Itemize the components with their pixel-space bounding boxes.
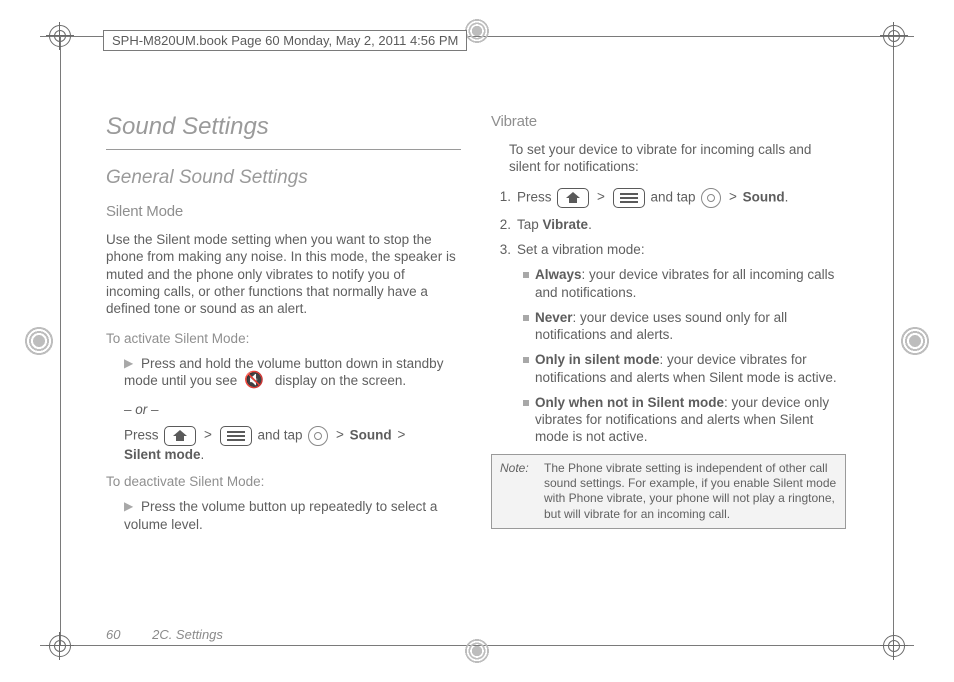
- menu-icon: [613, 188, 645, 208]
- crop-mark-bottom: [457, 631, 496, 670]
- crop-mark-tl: [46, 22, 74, 50]
- vibrate-heading: Vibrate: [491, 112, 846, 131]
- activate-label: To activate Silent Mode:: [106, 330, 461, 347]
- crop-mark-br: [880, 632, 908, 660]
- step-num-3: 3.: [491, 241, 511, 258]
- crop-mark-left: [16, 318, 62, 364]
- option-only-silent: Only in silent mode: your device vibrate…: [517, 351, 846, 386]
- gt-sep: >: [336, 427, 344, 442]
- gt-sep: >: [204, 427, 212, 442]
- content-area: Sound Settings General Sound Settings Si…: [106, 112, 848, 582]
- step-1: 1. Press > and tap > Sound.: [491, 188, 846, 208]
- step-3: 3. Set a vibration mode:: [491, 241, 846, 258]
- press-text: Press: [124, 427, 162, 442]
- vibrate-description: To set your device to vibrate for incomi…: [491, 141, 846, 176]
- option-never: Never: your device uses sound only for a…: [517, 309, 846, 344]
- and-tap-text: and tap: [257, 427, 306, 442]
- subsection-title: General Sound Settings: [106, 166, 461, 190]
- step-2: 2. Tap Vibrate.: [491, 216, 846, 233]
- note-box: Note: The Phone vibrate setting is indep…: [491, 454, 846, 529]
- sound-label: Sound: [743, 189, 785, 204]
- crop-mark-tr: [880, 22, 908, 50]
- bullet-square-icon: [523, 357, 529, 363]
- note-label: Note:: [500, 461, 536, 522]
- speaker-mute-icon: [244, 373, 268, 391]
- home-icon: [164, 426, 196, 446]
- section-title: Sound Settings: [106, 112, 461, 143]
- deactivate-label: To deactivate Silent Mode:: [106, 473, 461, 490]
- vibrate-label: Vibrate: [543, 217, 589, 232]
- always-label: Always: [535, 267, 582, 282]
- step-1a-text: Press: [517, 189, 555, 204]
- activate-step-1: ▶ Press and hold the volume button down …: [106, 355, 461, 391]
- settings-icon: [701, 188, 721, 208]
- only-not-label: Only when not in Silent mode: [535, 395, 724, 410]
- crop-mark-bl: [46, 632, 74, 660]
- display-tail-text: display on the screen.: [275, 373, 406, 388]
- gt-sep: >: [397, 427, 405, 442]
- deactivate-step: ▶ Press the volume button up repeatedly …: [106, 498, 461, 533]
- left-column: Sound Settings General Sound Settings Si…: [106, 112, 461, 582]
- step-1b-text: and tap: [650, 189, 699, 204]
- crop-mark-right: [892, 318, 938, 364]
- menu-icon: [220, 426, 252, 446]
- bullet-square-icon: [523, 400, 529, 406]
- silent-mode-label: Silent mode: [124, 447, 201, 462]
- step-2-text: Tap: [517, 217, 543, 232]
- only-silent-label: Only in silent mode: [535, 352, 660, 367]
- right-column: Vibrate To set your device to vibrate fo…: [491, 112, 846, 582]
- title-rule: [106, 149, 461, 150]
- header-box: SPH-M820UM.book Page 60 Monday, May 2, 2…: [103, 30, 467, 51]
- page-footer: 60 2C. Settings: [106, 627, 223, 642]
- home-icon: [557, 188, 589, 208]
- settings-icon: [308, 426, 328, 446]
- bullet-arrow-icon: ▶: [124, 499, 133, 514]
- or-text: – or –: [124, 401, 461, 418]
- section-label: 2C. Settings: [152, 627, 223, 642]
- step-3-text: Set a vibration mode:: [517, 241, 645, 258]
- option-always: Always: your device vibrates for all inc…: [517, 266, 846, 301]
- gt-sep: >: [597, 189, 605, 204]
- gt-sep: >: [729, 189, 737, 204]
- step-num-2: 2.: [491, 216, 511, 233]
- press-vol-up-text: Press the volume button up repeatedly to…: [124, 499, 437, 531]
- activate-step-2: Press > and tap > Sound > Silent mode.: [106, 426, 461, 463]
- sound-label: Sound: [350, 427, 392, 442]
- never-label: Never: [535, 310, 573, 325]
- never-text: : your device uses sound only for all no…: [535, 310, 787, 342]
- step-num-1: 1.: [491, 188, 511, 208]
- page-number: 60: [106, 627, 120, 642]
- silent-mode-heading: Silent Mode: [106, 202, 461, 221]
- note-text: The Phone vibrate setting is independent…: [544, 461, 837, 522]
- bullet-arrow-icon: ▶: [124, 356, 133, 371]
- option-only-not-silent: Only when not in Silent mode: your devic…: [517, 394, 846, 446]
- bullet-square-icon: [523, 315, 529, 321]
- silent-mode-description: Use the Silent mode setting when you wan…: [106, 231, 461, 317]
- bullet-square-icon: [523, 272, 529, 278]
